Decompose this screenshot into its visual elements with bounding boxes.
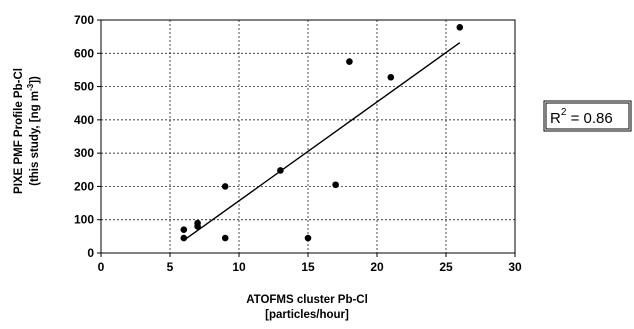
x-axis-title: ATOFMS cluster Pb-Cl	[246, 294, 368, 306]
r-squared-annotation: R2 = 0.86	[550, 107, 613, 127]
y-tick-label: 700	[74, 13, 94, 27]
y-tick-label: 100	[74, 213, 94, 227]
trendline-group	[183, 42, 461, 241]
y-tick-label: 400	[74, 113, 94, 127]
x-tick-label: 30	[508, 260, 522, 274]
data-point	[221, 234, 229, 242]
y-tick-label: 0	[87, 246, 94, 260]
r-squared-box-inner	[545, 102, 630, 130]
data-point	[304, 234, 312, 242]
data-point	[387, 73, 395, 81]
data-point	[180, 226, 188, 233]
data-point	[332, 181, 339, 189]
axis-ticks: 0 100 200 300 400 500 600 700 0 5 10 15 20 25 30	[74, 13, 522, 274]
data-point	[221, 183, 229, 190]
data-point	[346, 58, 353, 65]
x-tick-label: 0	[98, 260, 105, 274]
y-tick-label: 200	[74, 179, 94, 193]
x-tick-label: 20	[370, 260, 384, 274]
y-axis-title-line2: (this study, [ng m-3])	[26, 76, 41, 186]
x-tick-label: 10	[232, 260, 246, 274]
r-squared-box	[543, 100, 632, 132]
y-tick-label: 500	[74, 80, 94, 94]
y-tick-label: 600	[74, 46, 94, 60]
x-tick-label: 5	[167, 260, 174, 274]
x-axis-title-line2: [particles/hour]	[265, 309, 349, 321]
data-point	[194, 219, 201, 227]
x-tick-label: 25	[439, 260, 453, 274]
y-axis-title: PIXE PMF Profile Pb-Cl	[13, 68, 25, 194]
gridlines	[101, 20, 515, 253]
regression-line	[183, 42, 461, 241]
x-tick-label: 15	[301, 260, 315, 274]
data-point	[277, 167, 284, 174]
data-point	[180, 234, 188, 242]
y-tick-label: 300	[74, 146, 94, 160]
data-point	[456, 24, 464, 31]
data-points	[180, 24, 464, 242]
